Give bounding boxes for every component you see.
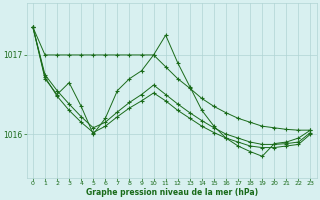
X-axis label: Graphe pression niveau de la mer (hPa): Graphe pression niveau de la mer (hPa) <box>86 188 258 197</box>
